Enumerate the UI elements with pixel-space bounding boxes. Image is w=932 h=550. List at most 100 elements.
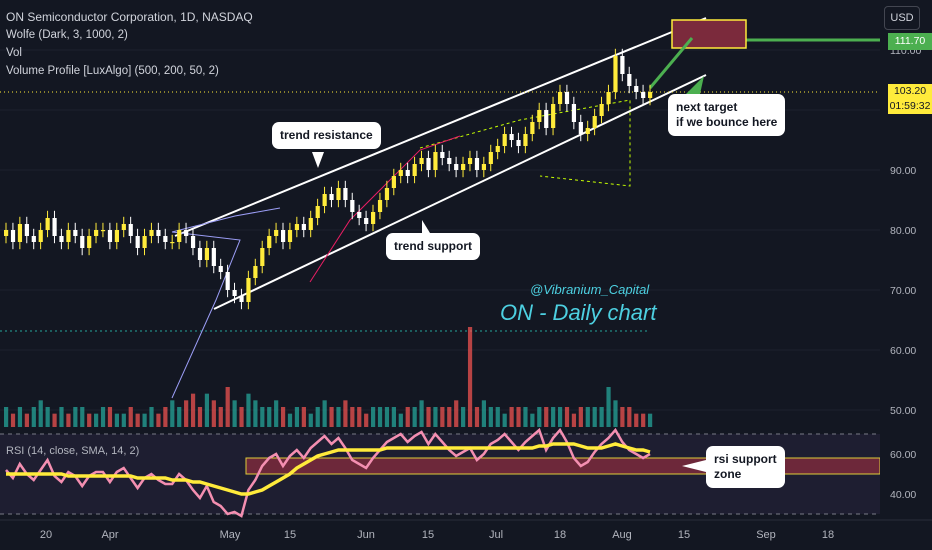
volume-bar [190,393,196,427]
candle-body [38,230,43,242]
candle-body [343,188,348,200]
volume-bar [232,400,237,427]
candle-body [87,236,92,248]
volume-bar [592,407,597,427]
target-callout-pointer [686,76,704,94]
volume-bar [627,407,632,427]
candle-body [80,236,85,248]
volume-bar [495,407,500,427]
candle-body [544,110,549,128]
candle-body [571,104,577,122]
candle-body [274,230,279,236]
candle-body [177,230,182,242]
price-tick-label: 90.00 [890,165,916,177]
volume-bar [170,400,175,427]
volume-bar [308,413,313,427]
volume-bar [474,407,480,427]
volume-bar [564,407,570,427]
candle-body [648,92,653,98]
candle-body [287,230,293,242]
candle-body [606,92,611,104]
time-tick-label: 18 [554,529,566,541]
volume-bar [246,393,251,427]
candle-body [467,158,473,164]
volume-bar [648,413,653,427]
volume-bar [260,407,265,427]
time-tick-label: Aug [612,529,632,541]
candle-body [267,236,272,248]
volume-bar [80,407,85,427]
wolfe-indicator-label[interactable]: Wolfe (Dark, 3, 1000, 2) [6,29,128,41]
volume-bar [447,407,452,427]
volume-bar [225,387,230,427]
volume-bar [156,413,161,427]
volume-bar [481,400,487,427]
target-box [671,19,747,49]
price-tick-label: 80.00 [890,225,916,237]
volume-bar [350,407,355,427]
rsi-tick-label: 40.00 [890,489,916,501]
time-tick-label: 15 [422,529,434,541]
volume-bar [94,413,99,427]
candle-body [350,200,355,212]
volume-bar [45,407,50,427]
volume-bar [433,407,438,427]
time-tick-label: Jun [357,529,375,541]
volume-bar [107,407,113,427]
candle-body [149,230,154,236]
candle-body [592,116,597,128]
candle-body [329,194,334,200]
volume-bar [606,387,611,427]
candle-body [253,266,258,278]
volume-indicator-label[interactable]: Vol [6,47,22,59]
price-tick-label: 60.00 [890,345,916,357]
candle-body [488,152,493,164]
candle-body [412,164,417,176]
volume-bar [502,413,507,427]
candle-body [197,248,203,260]
volume-bar [253,400,258,427]
price-tick-label: 70.00 [890,285,916,297]
volume-bar [537,407,542,427]
resistance-callout-pointer [312,152,324,168]
volume-bar [315,407,320,427]
candle-body [426,158,431,170]
volume-bar [440,407,445,427]
volume-bar [557,407,563,427]
volume-bar [336,407,341,427]
candle-body [364,218,369,224]
volume-bar [66,413,71,427]
candle-body [24,224,29,236]
candle-body [578,122,583,134]
wolfe-line-4 [309,135,461,283]
candle-body [211,248,216,266]
volume-bar [197,407,203,427]
candle-body [530,122,535,134]
trend-resistance-line [174,17,707,237]
candle-body [447,158,452,164]
candle-body [336,188,341,200]
currency-button[interactable]: USD [884,6,920,30]
time-tick-label: 20 [40,529,52,541]
candle-body [398,170,403,176]
volume-bar [294,407,300,427]
candle-body [461,164,466,170]
candle-body [557,92,563,104]
candle-body [232,290,237,296]
candle-body [156,230,161,236]
candle-body [31,236,36,242]
volume-bar [301,407,306,427]
callout-next-target: next target if we bounce here [668,94,786,136]
rsi-indicator-label[interactable]: RSI (14, close, SMA, 14, 2) [6,445,140,457]
candle-body [308,218,313,230]
volume-profile-label[interactable]: Volume Profile [LuxAlgo] (500, 200, 50, … [6,65,219,77]
volume-bar [384,407,390,427]
candle-body [405,170,410,176]
callout-trend-resistance: trend resistance [272,122,381,149]
volume-bar [461,407,466,427]
chart-title: ON Semiconductor Corporation, 1D, NASDAQ [6,10,253,24]
candle-body [17,224,23,242]
rsi-tick-label: 60.00 [890,449,916,461]
candle-body [204,248,210,260]
